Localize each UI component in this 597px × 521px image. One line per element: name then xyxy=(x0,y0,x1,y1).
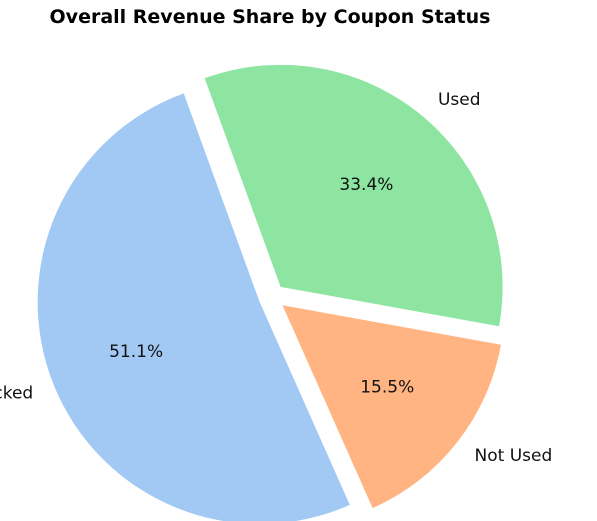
pie-slice-not-used xyxy=(282,305,501,509)
pie-slices xyxy=(37,64,503,521)
pie-slice-clicked xyxy=(37,93,350,521)
pie-pct-label: 51.1% xyxy=(109,342,163,362)
pie-category-label: Used xyxy=(438,90,481,110)
pie-pct-label: 15.5% xyxy=(360,377,414,397)
pie-pct-label: 33.4% xyxy=(339,175,393,195)
chart-title: Overall Revenue Share by Coupon Status xyxy=(50,6,491,28)
pie-category-label: Not Used xyxy=(475,446,553,466)
pie-labels: 33.4% Used 15.5% Not Used 51.1% Clicked xyxy=(0,90,552,466)
pie-category-label: Clicked xyxy=(0,383,33,403)
pie-slice-used xyxy=(204,64,503,327)
